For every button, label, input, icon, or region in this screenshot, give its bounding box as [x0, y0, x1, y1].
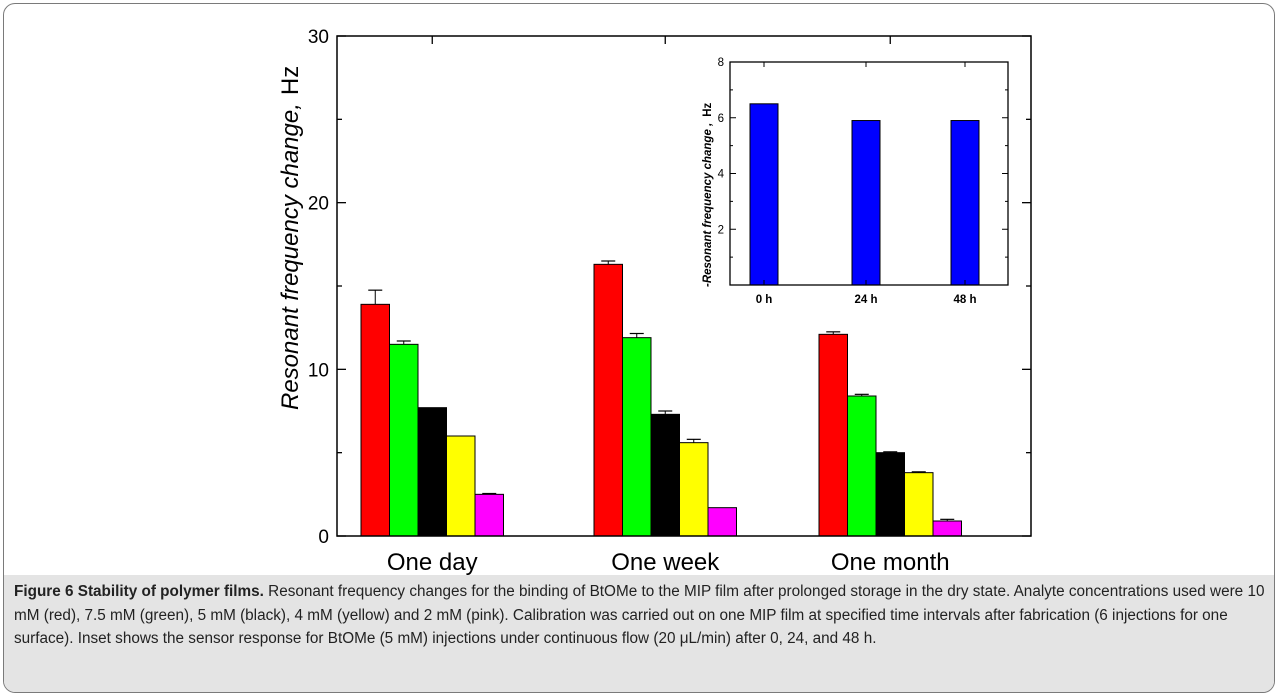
caption-background [4, 575, 1274, 692]
bar-s3-1 [679, 442, 709, 537]
figure-caption: Figure 6 Stability of polymer films. Res… [14, 580, 1266, 651]
inset-category-label: 24 h [854, 294, 877, 306]
y-tick-label: 0 [318, 527, 329, 548]
inset-bar-0 [749, 103, 779, 286]
bar-s0-1 [593, 263, 623, 537]
inset-y-tick-label: 6 [718, 113, 724, 125]
inset-bar-2 [950, 120, 980, 286]
bar-s4-1 [707, 507, 737, 537]
caption-body: Resonant frequency changes for the bindi… [14, 583, 1265, 647]
bar-s4-2 [932, 520, 962, 537]
bar-s1-0 [389, 343, 419, 537]
main-chart: 0 10 20 30 One day One week One month Resonant … [277, 27, 1032, 575]
bar-s3-2 [904, 472, 934, 537]
inset-y-tick-label: 4 [718, 169, 725, 181]
bar-s2-2 [875, 452, 905, 537]
inset-category-label: 48 h [953, 294, 976, 306]
bar-s0-2 [818, 333, 848, 537]
y-tick-label: 10 [308, 360, 329, 381]
inset-category-label: 0 h [756, 294, 773, 306]
category-label: One week [611, 549, 720, 575]
bar-s4-0 [474, 493, 504, 537]
bar-s0-0 [360, 303, 390, 537]
y-tick-label: 30 [308, 27, 329, 48]
category-label: One month [831, 549, 950, 575]
y-axis-label-text: Resonant frequency change, [277, 103, 304, 410]
bar-chart: 0 10 20 30 One day One week One month Resonant … [277, 27, 1032, 575]
y-axis-label: Resonant frequency change, Hz [277, 66, 304, 410]
figure-frame [3, 3, 1275, 693]
y-axis-label-unit: Hz [277, 66, 304, 95]
inset-chart: 2 4 6 8 0 h 24 h 48 h -Resonant frequency chang… [702, 57, 1009, 306]
category-label: One day [387, 549, 478, 575]
bar-s1-1 [622, 337, 652, 537]
inset-y-axis-label: -Resonant frequency change , Hz [702, 102, 714, 287]
y-tick-label: 20 [308, 194, 329, 215]
bar-s2-0 [417, 407, 447, 537]
bar-s2-1 [650, 413, 680, 537]
inset-y-axis-label-unit: Hz [702, 102, 714, 116]
inset-y-tick-label: 8 [718, 57, 724, 69]
bar-s1-2 [847, 395, 877, 537]
inset-y-tick-label: 2 [718, 224, 724, 236]
inset-bar-1 [851, 120, 881, 286]
caption-label: Figure 6 Stability of polymer films. [14, 583, 264, 600]
inset-y-axis-label-text: -Resonant frequency change , [702, 123, 714, 287]
bar-s3-0 [446, 435, 476, 537]
